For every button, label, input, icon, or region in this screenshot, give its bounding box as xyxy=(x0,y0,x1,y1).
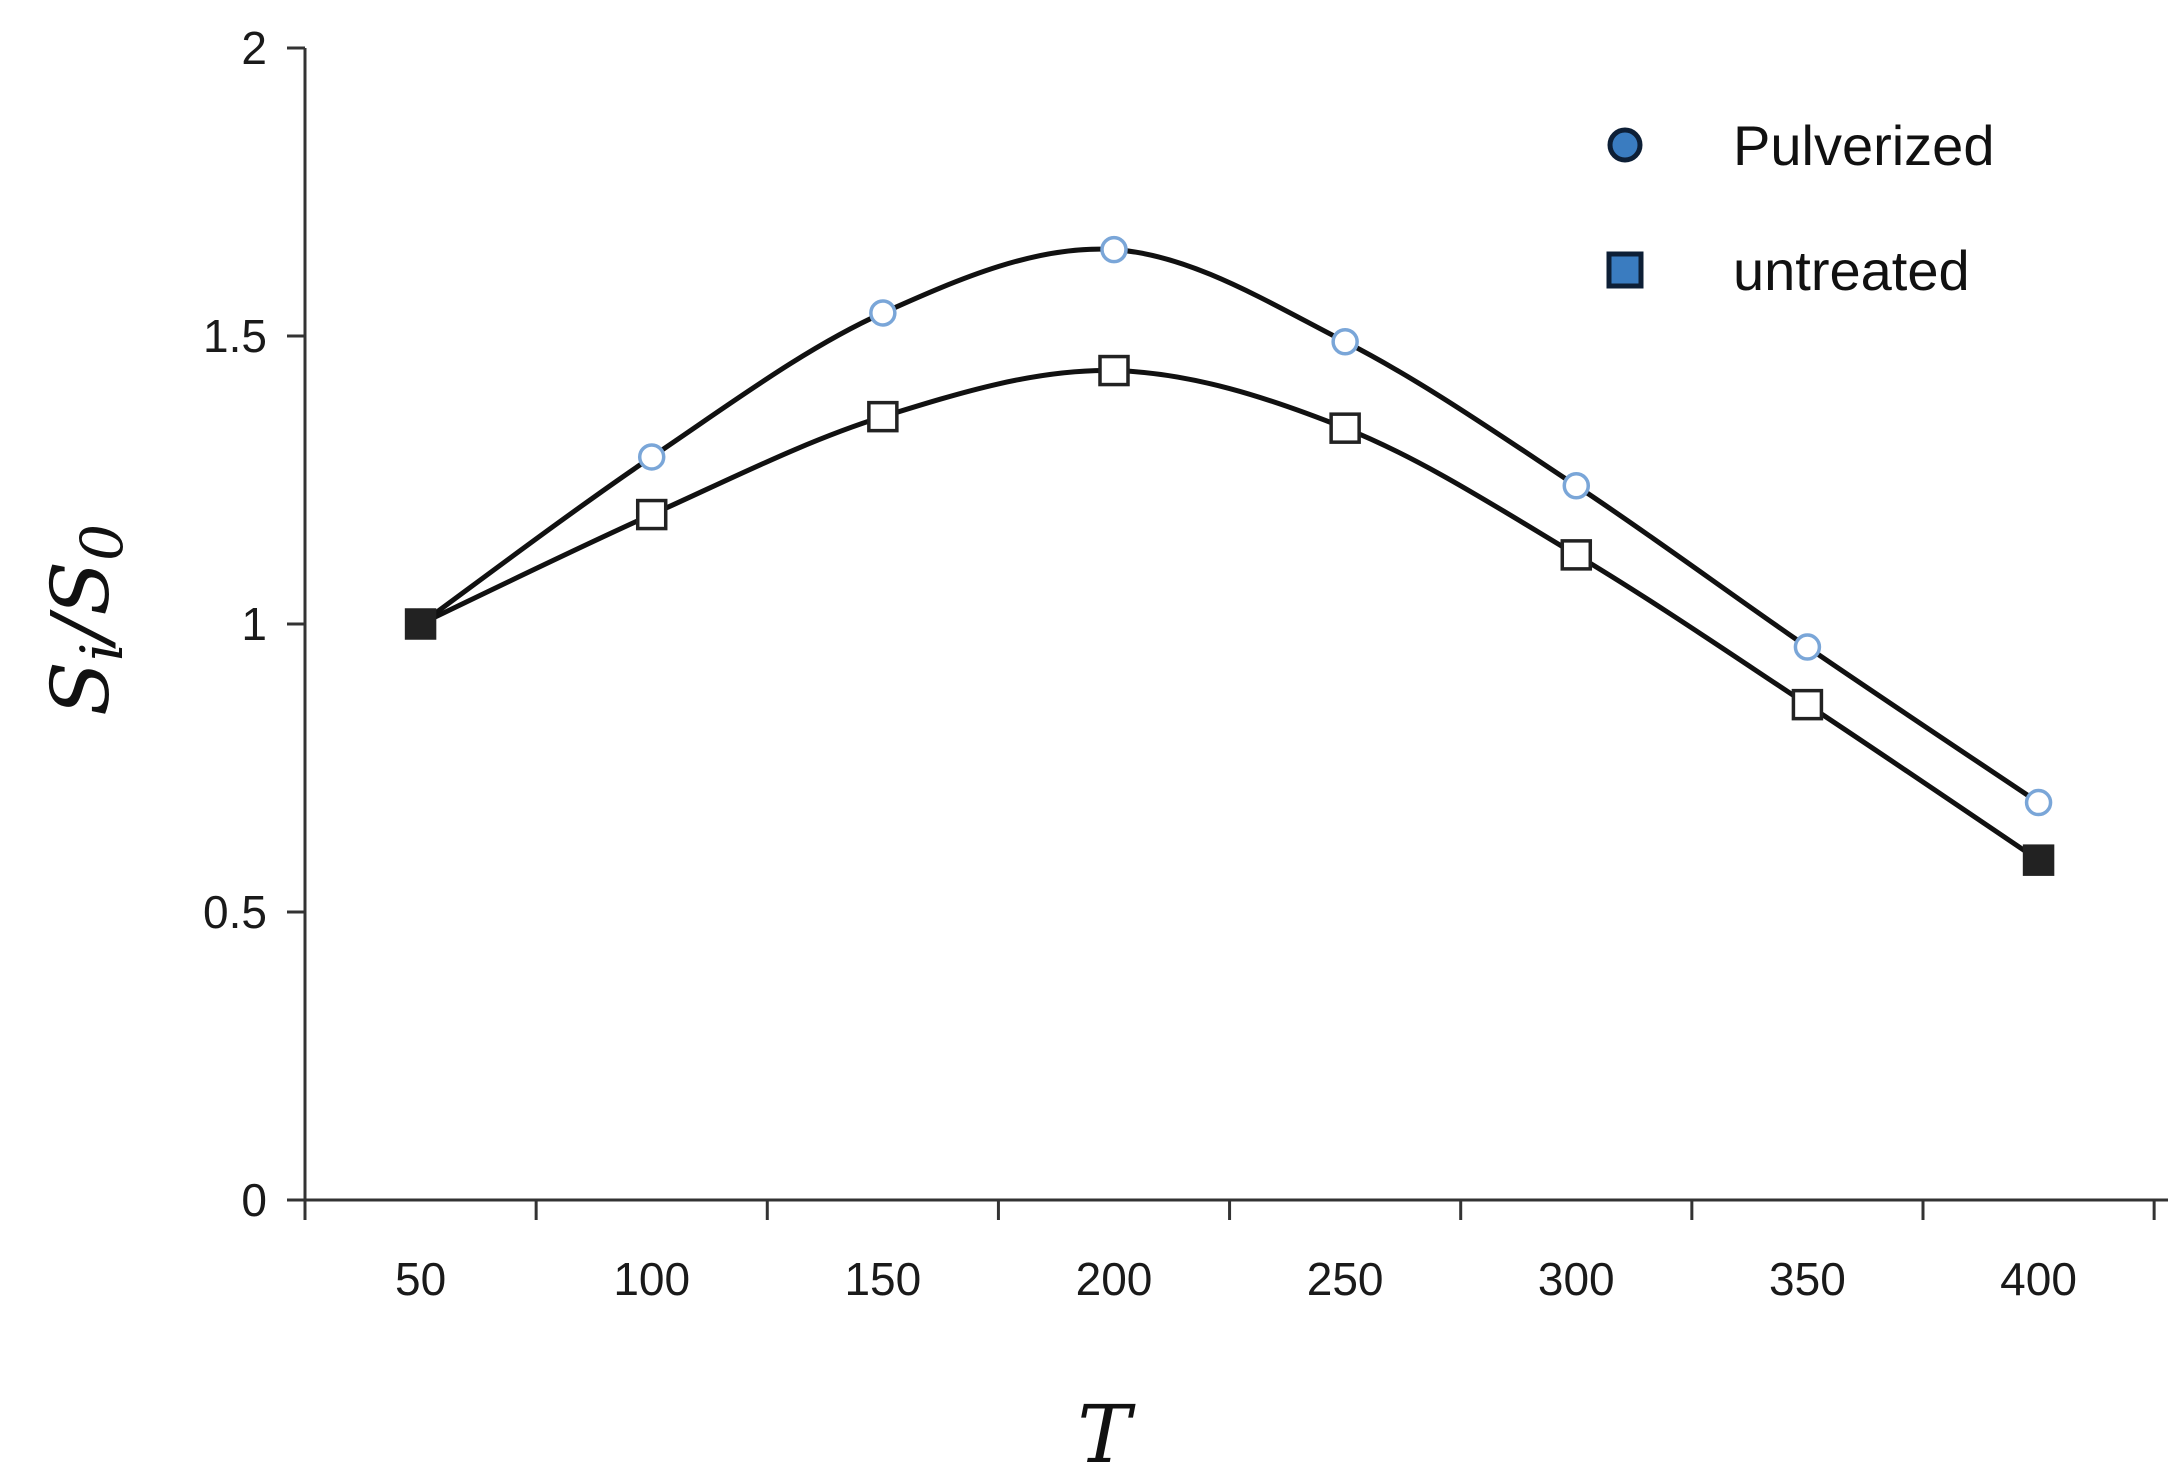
x-axis-title: T xyxy=(1077,1388,1136,1480)
x-tick-label: 200 xyxy=(1076,1253,1153,1305)
y-tick-label: 0.5 xyxy=(203,886,267,938)
series-curve-pulverized xyxy=(419,246,2040,805)
point-untreated xyxy=(404,608,437,640)
y-tick-label: 1 xyxy=(241,598,267,650)
y-axis-title: Si/S0 xyxy=(34,524,136,716)
point-untreated xyxy=(1329,412,1361,444)
point-pulverized xyxy=(869,299,897,327)
y-axis-title-group: Si/S0 xyxy=(34,524,136,716)
x-tick-label: 400 xyxy=(2000,1253,2077,1305)
legend-label-pulverized: Pulverized xyxy=(1733,114,1994,177)
point-untreated xyxy=(867,400,899,433)
point-pulverized xyxy=(1793,633,1822,661)
x-tick-label: 350 xyxy=(1769,1253,1846,1305)
y-tick-label: 0 xyxy=(241,1174,267,1226)
legend-marker-untreated xyxy=(1606,251,1644,289)
legend-marker-pulverized xyxy=(1607,127,1643,163)
legend: Pulverized untreated xyxy=(1606,114,1994,302)
point-pulverized xyxy=(2024,788,2053,817)
legend-label-untreated: untreated xyxy=(1733,239,1970,302)
y-tick-label: 2 xyxy=(241,22,267,74)
point-untreated xyxy=(2022,844,2055,876)
series-markers xyxy=(404,235,2055,876)
point-pulverized xyxy=(1331,328,1359,356)
point-untreated xyxy=(1098,354,1130,387)
point-pulverized xyxy=(1562,472,1591,500)
series-curve-untreated xyxy=(419,367,2040,863)
point-untreated xyxy=(635,498,668,531)
series-curves xyxy=(419,246,2040,863)
x-tick-label: 50 xyxy=(395,1253,446,1305)
axes xyxy=(287,48,2168,1202)
point-pulverized xyxy=(1100,235,1128,264)
x-axis-title-group: T xyxy=(1077,1388,1136,1480)
x-tick-label: 300 xyxy=(1538,1253,1615,1305)
point-untreated xyxy=(1791,688,1824,721)
x-tick-label: 150 xyxy=(844,1253,921,1305)
point-pulverized xyxy=(637,443,666,471)
x-tick-labels: 50 100 150 200 250 300 350 400 xyxy=(303,1200,2156,1305)
y-tick-label: 1.5 xyxy=(203,310,267,362)
x-tick-label: 100 xyxy=(613,1253,690,1305)
y-tick-labels: 0 0.5 1 1.5 2 xyxy=(203,22,305,1226)
x-tick-label: 250 xyxy=(1307,1253,1384,1305)
point-untreated xyxy=(1560,539,1593,571)
